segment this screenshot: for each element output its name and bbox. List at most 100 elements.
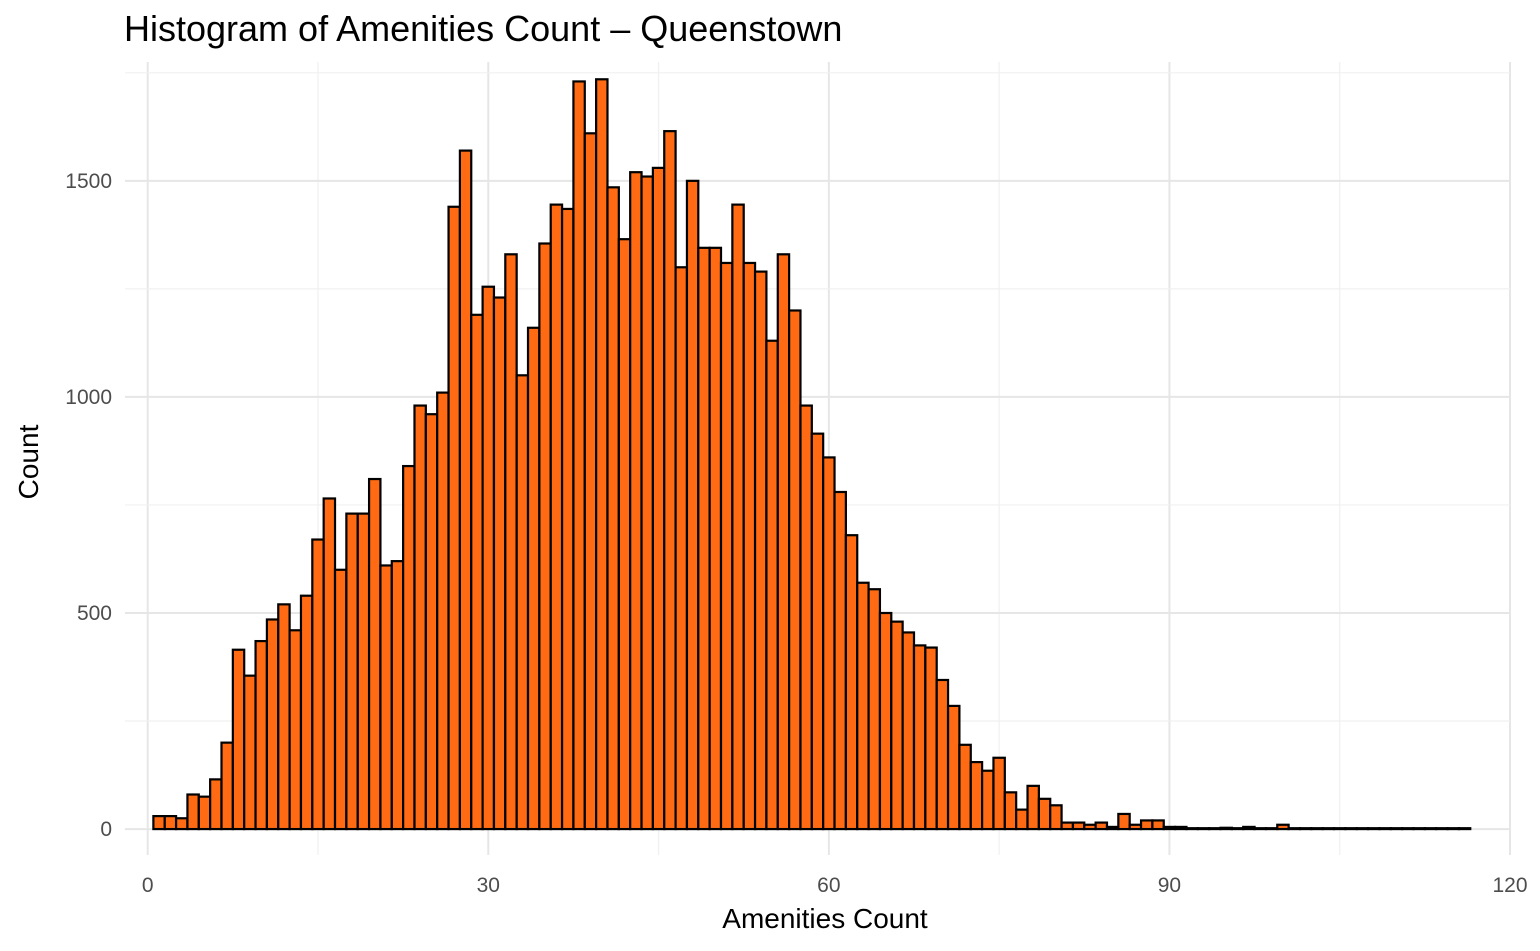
x-tick-label: 90 (1158, 874, 1181, 897)
histogram-bar (776, 253, 791, 831)
histogram-bar (810, 432, 825, 831)
histogram-bar (1083, 823, 1097, 831)
histogram-bar (1401, 827, 1415, 831)
histogram-bar (504, 253, 518, 831)
histogram-bar (1389, 827, 1404, 831)
histogram-bar (209, 778, 223, 831)
histogram-bar (1151, 819, 1165, 831)
histogram-bar (1219, 826, 1233, 831)
x-tick-label: 60 (817, 874, 840, 897)
histogram-bar (345, 512, 359, 831)
histogram-bar (424, 413, 439, 831)
histogram-bar (231, 648, 246, 831)
y-tick-label: 0 (100, 818, 112, 841)
histogram-bar (617, 238, 632, 831)
histogram-bar (708, 246, 723, 831)
histogram-bar (470, 313, 484, 831)
histogram-bar (515, 374, 530, 831)
histogram-bar (1060, 821, 1075, 831)
histogram-bar (833, 490, 847, 831)
histogram-bar (1139, 819, 1154, 831)
histogram-bar (1128, 823, 1143, 831)
histogram-bar (560, 207, 575, 831)
histogram-bar (799, 404, 813, 831)
histogram-bar (731, 203, 745, 831)
histogram-bar (277, 603, 291, 831)
histogram-bar (924, 646, 938, 831)
histogram-bar (651, 166, 666, 831)
histogram-bar (1310, 827, 1324, 831)
histogram-bar (753, 270, 768, 831)
histogram-bar (697, 246, 711, 831)
histogram-bar (765, 339, 779, 831)
histogram-bar (901, 631, 916, 831)
histogram-bar (538, 242, 552, 831)
histogram-bar (413, 404, 427, 831)
histogram-bar (1174, 825, 1188, 831)
histogram-bar (981, 769, 995, 831)
histogram-bar (1366, 827, 1381, 831)
histogram-bar (436, 391, 450, 831)
x-tick-label: 120 (1492, 874, 1527, 897)
histogram-bar (447, 205, 461, 831)
histogram-bar (1276, 823, 1290, 831)
chart-title: Histogram of Amenities Count – Queenstow… (124, 8, 843, 49)
histogram-bar (367, 477, 382, 831)
histogram-bar (1071, 821, 1086, 831)
histogram-bar (265, 618, 280, 831)
y-axis-title: Count (13, 424, 44, 499)
histogram-bar (629, 171, 643, 831)
histogram-bar (1457, 827, 1472, 831)
histogram-bar (254, 639, 269, 831)
histogram-bar (174, 817, 189, 831)
histogram-bar (788, 309, 802, 831)
histogram-bar (243, 674, 257, 831)
histogram-bar (890, 620, 904, 831)
histogram-bar (674, 266, 689, 831)
histogram-bar (1378, 827, 1392, 831)
histogram-bar (197, 795, 212, 831)
y-tick-label: 1000 (65, 386, 112, 409)
histogram-bar (1196, 827, 1211, 831)
histogram-bar (1162, 825, 1177, 831)
histogram-bar (640, 175, 654, 831)
histogram-bar (935, 678, 950, 831)
histogram-bar (481, 285, 496, 831)
y-tick-label: 500 (77, 602, 112, 625)
histogram-bar (1423, 827, 1438, 831)
histogram-bar (1298, 827, 1313, 831)
histogram-bar (844, 534, 859, 831)
histogram-bars (152, 78, 1472, 831)
histogram-bar (1185, 827, 1199, 831)
histogram-bar (458, 149, 473, 831)
y-tick-label: 1500 (65, 170, 112, 193)
histogram-bar (288, 629, 303, 831)
histogram-bar (1037, 797, 1052, 831)
histogram-bar (912, 644, 927, 831)
histogram-bar (856, 581, 870, 831)
histogram-bar (549, 203, 564, 831)
histogram-bar (719, 261, 734, 831)
histogram-bar (878, 611, 893, 831)
histogram-bar (1435, 827, 1449, 831)
histogram-bar (595, 78, 609, 831)
histogram-bar (1253, 827, 1268, 831)
histogram-bar (152, 815, 166, 831)
histogram-bar (526, 326, 541, 831)
histogram-bar (663, 130, 677, 831)
histogram-bar (322, 497, 337, 831)
histogram-bar (1412, 827, 1426, 831)
histogram-bar (1094, 821, 1109, 831)
histogram-bar (1321, 827, 1336, 831)
histogram-bar (390, 560, 405, 831)
histogram-bar (1049, 804, 1063, 831)
histogram-bar (1117, 812, 1131, 831)
histogram-bar (583, 132, 598, 831)
histogram-bar (946, 704, 961, 831)
histogram-bar (356, 512, 371, 831)
histogram-bar (1105, 825, 1120, 831)
histogram-bar (311, 538, 325, 831)
histogram-bar (822, 456, 836, 831)
histogram-bar (492, 296, 507, 831)
tick-labels: 0 30 60 90 120 0 500 1000 1500 (65, 170, 1527, 897)
